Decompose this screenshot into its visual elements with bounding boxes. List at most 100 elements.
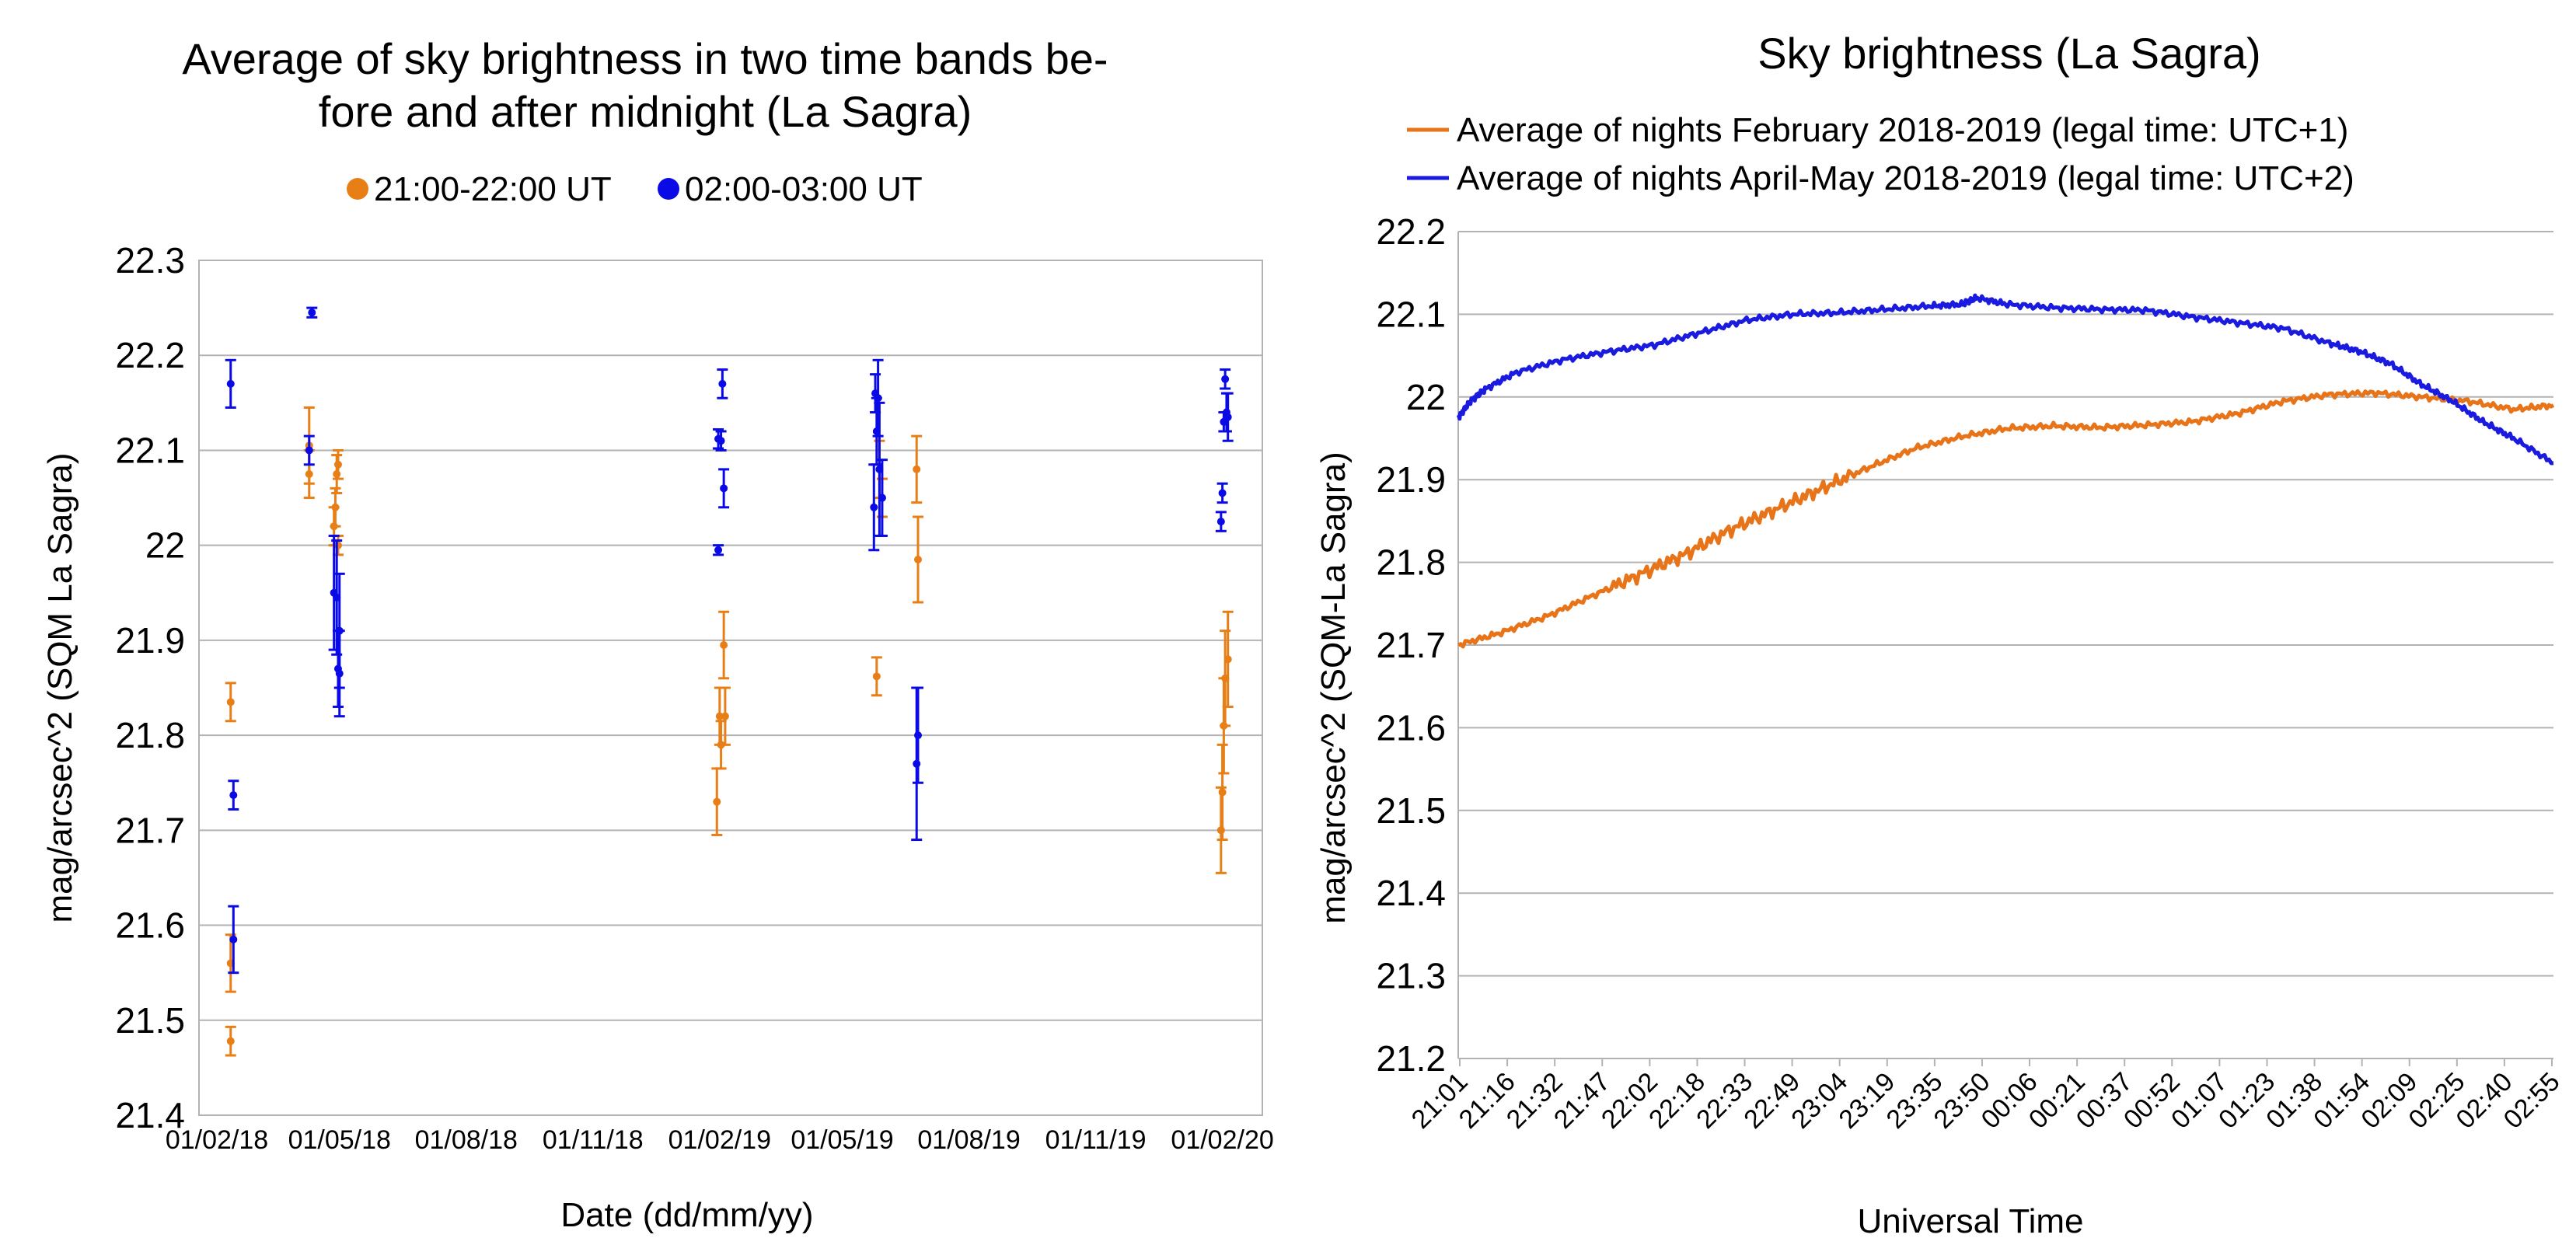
- data-point: [333, 572, 345, 689]
- data-point: [1222, 610, 1234, 708]
- left-x-tick-labels: 01/02/18 01/05/18 01/08/18 01/11/18 01/02/19…: [166, 1125, 1274, 1155]
- left-y-axis-label: mag/arcsec^2 (SQM La Sagra): [41, 452, 79, 922]
- point-marker: [715, 712, 724, 720]
- left-y-tick-labels: 22.3 22.2 22.1 22 21.9 21.8 21.7 21.6 21.5 21.4: [115, 240, 185, 1135]
- data-point: [1220, 630, 1231, 727]
- right-x-tick-label: 02:55: [2498, 1067, 2566, 1135]
- right-y-tick-label: 22.2: [1376, 211, 1446, 252]
- point-marker: [333, 460, 342, 469]
- right-gridlines: [1457, 231, 2553, 1059]
- point-marker: [333, 541, 342, 549]
- left-chart-title-line-1: Average of sky brightness in two time ba…: [182, 34, 1108, 83]
- right-y-tick-label: 21.8: [1376, 542, 1446, 583]
- point-marker: [870, 503, 878, 511]
- point-marker: [229, 935, 238, 943]
- left-x-tick-label: 01/11/18: [543, 1125, 644, 1155]
- point-marker: [308, 309, 316, 317]
- left-y-tick-label: 21.4: [115, 1095, 185, 1135]
- data-point: [228, 905, 239, 975]
- data-point: [332, 448, 344, 480]
- left-y-tick-label: 21.5: [115, 1000, 185, 1041]
- data-point: [872, 358, 884, 438]
- right-y-tick-label: 21.7: [1376, 625, 1446, 665]
- point-marker: [333, 470, 341, 478]
- point-marker: [878, 493, 886, 502]
- point-marker: [1223, 655, 1232, 664]
- data-point: [715, 430, 727, 452]
- left-y-tick-label: 21.8: [115, 715, 185, 755]
- point-marker: [1216, 826, 1225, 835]
- left-legend-marker-morning: [658, 178, 679, 200]
- data-point: [303, 434, 315, 466]
- data-point: [1216, 743, 1228, 842]
- series-line: [1457, 389, 2555, 649]
- point-marker: [714, 546, 723, 554]
- left-y-tick-label: 21.9: [115, 620, 185, 661]
- point-marker: [305, 446, 313, 455]
- left-y-tick-label: 22.3: [115, 240, 185, 281]
- left-y-tick-label: 21.7: [115, 810, 185, 850]
- data-point: [1215, 786, 1227, 874]
- right-y-tick-label: 22: [1406, 377, 1446, 417]
- data-point: [871, 656, 882, 697]
- right-y-tick-label: 22.1: [1376, 294, 1446, 334]
- point-marker: [717, 437, 725, 445]
- right-y-tick-label: 21.2: [1376, 1038, 1446, 1079]
- left-x-tick-label: 01/05/18: [288, 1125, 391, 1155]
- right-series-lines: [1456, 293, 2555, 649]
- data-point: [911, 434, 923, 504]
- right-chart: Sky brightness (La Sagra) Average of nig…: [1314, 29, 2566, 1240]
- point-marker: [913, 556, 922, 563]
- point-marker: [335, 626, 344, 635]
- data-point: [912, 686, 923, 784]
- left-x-tick-label: 01/02/19: [668, 1125, 771, 1155]
- point-marker: [874, 394, 882, 403]
- point-marker: [226, 379, 235, 388]
- left-y-tick-label: 22.2: [115, 335, 185, 375]
- right-y-tick-labels: 22.2 22.1 22 21.9 21.8 21.7 21.6 21.5 21.4 21.3 21…: [1376, 211, 1446, 1079]
- left-legend-label-morning: 02:00-03:00 UT: [685, 170, 923, 208]
- right-x-axis-label: Universal Time: [1858, 1202, 2084, 1240]
- left-plot-frame: [198, 260, 1263, 1116]
- data-point: [330, 487, 341, 528]
- data-point: [225, 1025, 236, 1057]
- point-marker: [1218, 788, 1227, 797]
- point-marker: [1223, 413, 1232, 421]
- point-marker: [913, 759, 921, 768]
- right-legend-label-february: Average of nights February 2018-2019 (le…: [1457, 111, 2348, 149]
- left-x-tick-label: 01/02/20: [1171, 1125, 1273, 1155]
- data-point: [718, 610, 730, 680]
- point-marker: [229, 791, 238, 800]
- point-marker: [720, 641, 728, 649]
- left-chart: Average of sky brightness in two time ba…: [41, 34, 1274, 1234]
- data-point: [711, 767, 723, 836]
- right-y-axis-label: mag/arcsec^2 (SQM-La Sagra): [1314, 452, 1353, 924]
- right-x-tick-labels: 21:0121:1621:3221:4722:0222:1822:3322:49…: [1406, 1058, 2566, 1135]
- point-marker: [713, 797, 721, 806]
- data-point: [912, 515, 923, 604]
- data-point: [876, 459, 888, 537]
- point-marker: [720, 484, 728, 493]
- left-y-tick-label: 21.6: [115, 905, 185, 946]
- left-x-tick-label: 01/02/18: [166, 1125, 268, 1155]
- point-marker: [1218, 489, 1227, 497]
- point-marker: [718, 379, 727, 388]
- point-marker: [226, 1037, 235, 1045]
- right-chart-title: Sky brightness (La Sagra): [1757, 29, 2260, 78]
- left-x-axis-label: Date (dd/mm/yy): [560, 1196, 813, 1234]
- data-point: [868, 463, 880, 552]
- left-data-points: [225, 306, 1234, 1057]
- left-x-tick-label: 01/08/19: [917, 1125, 1020, 1155]
- right-legend-label-april-may: Average of nights April-May 2018-2019 (l…: [1457, 159, 2354, 197]
- series-line: [1456, 293, 2554, 466]
- right-y-tick-label: 21.3: [1376, 956, 1446, 996]
- data-point: [713, 544, 724, 556]
- data-point: [225, 682, 236, 723]
- right-y-tick-label: 21.4: [1376, 873, 1446, 913]
- point-marker: [913, 731, 922, 740]
- point-marker: [331, 503, 340, 511]
- left-legend-label-evening: 21:00-22:00 UT: [374, 170, 612, 208]
- point-marker: [913, 465, 921, 473]
- left-y-tick-label: 22: [145, 525, 185, 566]
